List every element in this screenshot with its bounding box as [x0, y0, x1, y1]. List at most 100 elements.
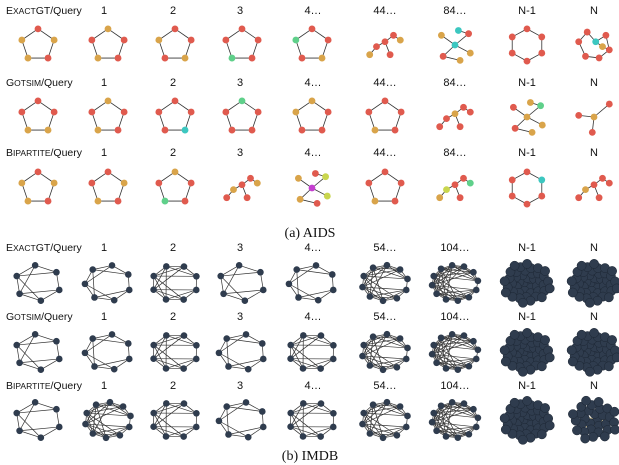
graph-node — [16, 290, 23, 298]
result-graph — [150, 400, 200, 440]
column-label: 1 — [101, 242, 107, 254]
result-graph — [499, 259, 555, 308]
result-graph — [499, 328, 555, 377]
graph-node — [589, 328, 599, 338]
graph-node — [607, 266, 617, 276]
graph-node — [454, 366, 462, 374]
graph-node — [540, 403, 550, 413]
graph-node — [611, 283, 619, 294]
graph-node — [94, 197, 102, 205]
graph-node — [404, 275, 411, 283]
graph-node — [299, 433, 307, 440]
graph-node — [359, 352, 366, 360]
graph-node — [317, 365, 324, 372]
graph-node — [610, 424, 619, 435]
result-graph — [292, 97, 332, 134]
column-label: 2 — [170, 380, 176, 392]
graph-node — [259, 423, 267, 431]
graph-node — [244, 365, 252, 373]
graph-node — [292, 36, 300, 44]
graph-node — [37, 434, 45, 442]
graph-node — [50, 36, 58, 44]
graph-node — [37, 297, 45, 305]
graph-node — [124, 340, 132, 347]
graph-node — [308, 97, 316, 105]
column-label: 104… — [440, 380, 469, 392]
graph-node — [238, 181, 246, 189]
graph-node — [500, 356, 511, 367]
graph-node — [180, 263, 188, 270]
graph-node — [94, 54, 102, 62]
graph-node — [55, 286, 63, 294]
graph-node — [116, 431, 124, 439]
graph-node — [472, 423, 480, 431]
graph-node — [24, 197, 32, 205]
graph-node — [379, 366, 387, 374]
result-graph — [366, 31, 404, 59]
graph-node — [538, 121, 546, 129]
graph-node — [360, 409, 368, 417]
graph-node — [34, 25, 42, 33]
graph-node — [50, 108, 58, 116]
graph-node — [150, 286, 157, 294]
result-graph — [155, 168, 195, 205]
graph-node — [258, 340, 266, 347]
graph-node — [296, 195, 304, 203]
graph-node — [300, 400, 307, 407]
graph-node — [119, 403, 127, 410]
graph-node — [397, 108, 405, 116]
graph-node — [359, 283, 366, 291]
query-graph — [13, 330, 63, 374]
result-graph — [150, 263, 200, 303]
row-label: GOTSIM/Query — [6, 311, 73, 323]
result-graph — [438, 27, 474, 64]
result-graph — [222, 97, 262, 134]
graph-node — [499, 413, 510, 424]
graph-node — [430, 272, 438, 280]
graph-node — [499, 276, 510, 287]
graph-node — [590, 181, 598, 189]
graph-node — [474, 346, 482, 354]
query-graph — [13, 398, 63, 442]
graph-node — [330, 409, 337, 417]
result-graph — [88, 97, 128, 134]
graph-node — [537, 292, 547, 303]
result-graph — [82, 398, 134, 442]
graph-node — [295, 174, 302, 182]
graph-node — [258, 408, 266, 415]
graph-node — [508, 33, 516, 41]
graph-node — [360, 272, 368, 280]
graph-node — [300, 332, 307, 339]
graph-node — [317, 332, 325, 339]
graph-node — [324, 36, 332, 44]
graph-node — [187, 179, 195, 187]
graph-node — [523, 168, 531, 176]
graph-node — [53, 337, 60, 345]
column-label: 1 — [101, 5, 107, 17]
graph-node — [466, 108, 474, 116]
graph-node — [393, 431, 401, 439]
graph-node — [528, 128, 536, 136]
graph-node — [383, 330, 391, 338]
result-graph — [295, 170, 331, 207]
graph-node — [192, 423, 200, 431]
graph-node — [433, 290, 440, 298]
graph-node — [538, 49, 546, 57]
graph-node — [402, 355, 410, 363]
graph-node — [222, 108, 230, 116]
graph-node — [287, 355, 294, 363]
graph-node — [91, 294, 98, 301]
column-label: 3 — [237, 5, 243, 17]
graph-node — [538, 192, 546, 200]
graph-node — [589, 259, 599, 269]
graph-node — [292, 108, 300, 116]
graph-node — [293, 266, 301, 273]
graph-node — [436, 194, 444, 202]
column-label: N — [590, 380, 598, 392]
graph-node — [193, 341, 200, 349]
graph-node — [402, 286, 410, 294]
graph-node — [243, 194, 251, 202]
graph-node — [253, 179, 261, 187]
graph-node — [161, 197, 169, 205]
column-label: 84… — [443, 5, 466, 17]
